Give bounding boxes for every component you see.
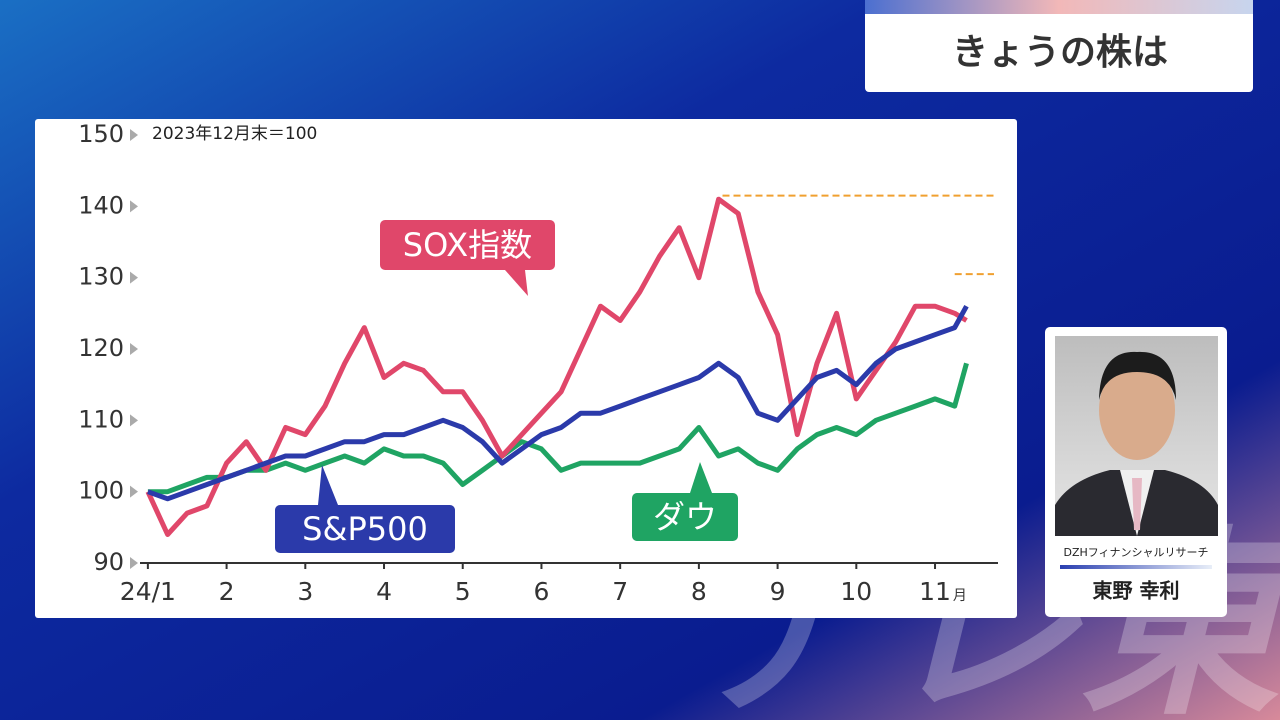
y-tick-label: 130 (78, 263, 124, 291)
legend-pointer (505, 270, 528, 296)
y-tick-label: 90 (93, 548, 124, 576)
legend-label: ダウ (653, 498, 717, 536)
program-title: きょうの株は (952, 32, 1168, 73)
y-tick-mark (130, 200, 138, 213)
affiliation: DZHフィナンシャルリサーチ (1063, 546, 1208, 559)
legend-pointer (318, 465, 338, 505)
commentator-name: 東野 幸利 (1093, 579, 1180, 603)
base-note: 2023年12月末＝100 (152, 124, 317, 144)
legend-pointer (690, 462, 712, 493)
y-tick-mark (130, 129, 138, 141)
legend-box (275, 505, 455, 553)
photo-face (1099, 360, 1175, 460)
x-tick-label: 3 (297, 577, 313, 606)
x-tick-label: 5 (455, 577, 471, 606)
series-line (145, 196, 968, 537)
y-tick-label: 150 (78, 120, 124, 148)
x-tick-label: 6 (533, 577, 549, 606)
x-tick-label: 11 (919, 577, 951, 606)
photo-tie (1132, 478, 1142, 530)
y-tick-label: 110 (78, 405, 124, 433)
x-tick-label: 24/1 (120, 577, 176, 606)
y-tick-mark (130, 343, 138, 355)
legend-box (380, 220, 555, 270)
x-unit: 月 (953, 588, 967, 604)
x-tick-label: 8 (691, 577, 707, 606)
legend-box (632, 493, 738, 541)
y-tick-label: 120 (78, 334, 124, 362)
series-line (147, 304, 969, 502)
legend-label: S&P500 (302, 510, 428, 548)
name-rule (1060, 565, 1212, 569)
legend-label: SOX指数 (403, 226, 532, 264)
title-accent (865, 0, 1253, 14)
y-tick-mark (130, 271, 138, 284)
commentator-card: DZHフィナンシャルリサーチ 東野 幸利 (1045, 327, 1227, 617)
photo-hair (1099, 351, 1176, 400)
plot: 90 100 110 120 130 140 150 24/1 2 3 4 5 6 7 8 9 10 11 月 SOX… (78, 120, 998, 606)
chart-panel (35, 119, 1017, 618)
x-tick-label: 7 (612, 577, 628, 606)
x-tick-label: 4 (376, 577, 392, 606)
y-tick-label: 140 (78, 191, 124, 219)
x-tick-label: 2 (219, 577, 235, 606)
title-box (865, 0, 1253, 92)
y-tick-label: 100 (78, 477, 124, 505)
x-tick-label: 9 (770, 577, 786, 606)
y-tick-mark (130, 414, 138, 427)
y-tick-mark (130, 485, 138, 498)
series-line (147, 362, 969, 495)
x-tick-label: 10 (840, 577, 872, 606)
y-tick-mark (130, 557, 138, 569)
